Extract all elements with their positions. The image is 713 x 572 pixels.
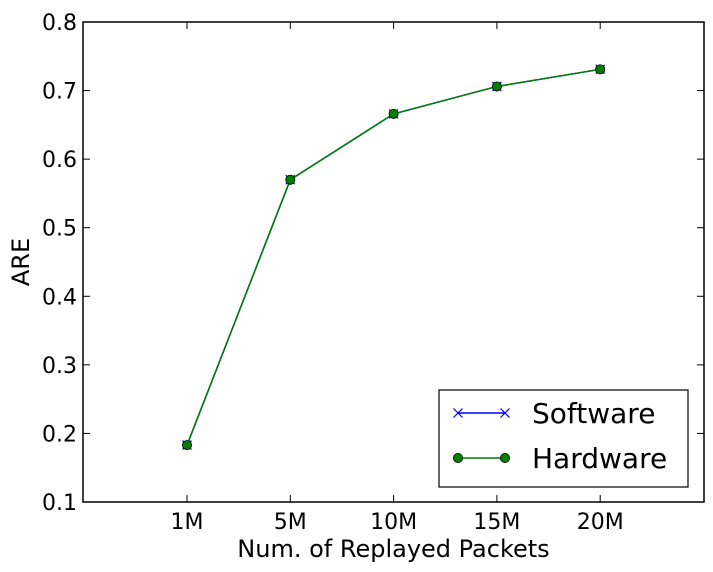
legend-software-label: Software xyxy=(532,397,655,430)
y-tick-label: 0.4 xyxy=(42,285,77,310)
series-hardware-point xyxy=(491,81,502,92)
x-tick-label: 10M xyxy=(370,510,417,535)
plot-area xyxy=(181,64,606,451)
y-tick-label: 0.6 xyxy=(42,148,77,173)
legend-hardware-label: Hardware xyxy=(532,442,667,475)
x-tick-label: 5M xyxy=(274,510,307,535)
axis-ticks: 1M 5M 10M 15M 20M 0.1 0.2 0.3 0.4 0.5 0.6 0.7 0.8 xyxy=(42,11,704,535)
legend-marker xyxy=(499,452,510,463)
y-tick-label: 0.2 xyxy=(42,422,77,447)
y-tick-label: 0.1 xyxy=(42,491,77,516)
legend-marker xyxy=(452,452,463,463)
y-tick-label: 0.3 xyxy=(42,354,77,379)
series-hardware-line xyxy=(186,68,601,446)
legend-box xyxy=(438,389,689,488)
y-tick-label: 0.7 xyxy=(42,80,77,105)
legend: Software Hardware xyxy=(438,389,689,488)
x-axis-label: Num. of Replayed Packets xyxy=(237,535,549,563)
x-tick-label: 1M xyxy=(171,510,204,535)
series-hardware-point xyxy=(181,440,192,451)
x-tick-label: 20M xyxy=(577,510,624,535)
series-hardware-point xyxy=(388,108,399,119)
series-hardware-point xyxy=(595,64,606,75)
y-tick-label: 0.5 xyxy=(42,217,77,242)
legend-marker-stroke xyxy=(500,408,510,418)
y-axis-label: ARE xyxy=(7,238,35,286)
legend-marker xyxy=(500,408,510,418)
legend-software-x-icon xyxy=(453,408,510,418)
legend-marker-stroke xyxy=(453,408,463,418)
legend-marker xyxy=(453,408,463,418)
x-tick-label: 15M xyxy=(473,510,520,535)
legend-hardware-circle-icon xyxy=(452,452,510,463)
series-software-line xyxy=(186,68,601,446)
series-hardware-point xyxy=(285,174,296,185)
y-tick-label: 0.8 xyxy=(42,11,77,36)
